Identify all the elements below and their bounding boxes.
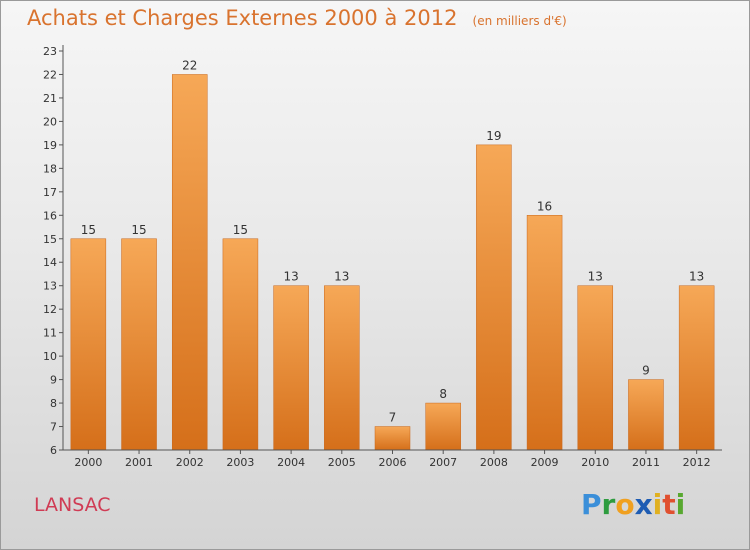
y-tick-label: 22 bbox=[43, 68, 57, 81]
commune-name: LANSAC bbox=[34, 494, 111, 516]
data-label: 9 bbox=[642, 364, 650, 378]
y-tick-label: 6 bbox=[50, 444, 57, 457]
bar bbox=[678, 285, 715, 451]
data-label: 16 bbox=[537, 199, 552, 213]
data-label: 15 bbox=[233, 223, 248, 237]
x-tick-label: 2006 bbox=[379, 456, 407, 469]
y-tick-label: 15 bbox=[43, 233, 57, 246]
y-tick-label: 10 bbox=[43, 350, 57, 363]
x-tick-label: 2011 bbox=[632, 456, 660, 469]
logo-letter: x bbox=[634, 488, 653, 521]
x-tick-label: 2000 bbox=[74, 456, 102, 469]
proxiti-logo: Proxiti bbox=[581, 488, 685, 521]
x-tick-label: 2010 bbox=[581, 456, 609, 469]
y-tick-label: 19 bbox=[43, 139, 57, 152]
bars: 15 15 22 15 13 13 7 8 19 16 13 9 13 bbox=[70, 58, 715, 451]
data-label: 13 bbox=[689, 270, 704, 284]
bar bbox=[70, 238, 107, 451]
y-tick-label: 23 bbox=[43, 45, 57, 58]
logo-letter: r bbox=[601, 488, 616, 521]
x-tick-label: 2008 bbox=[480, 456, 508, 469]
bar bbox=[425, 402, 461, 451]
data-label: 7 bbox=[389, 411, 397, 425]
y-tick-label: 13 bbox=[43, 280, 57, 293]
logo-letter: i bbox=[652, 488, 663, 521]
y-tick-label: 14 bbox=[43, 256, 57, 269]
bar bbox=[526, 215, 563, 451]
data-label: 15 bbox=[81, 223, 96, 237]
x-tick-label: 2007 bbox=[429, 456, 457, 469]
bar bbox=[222, 238, 259, 451]
y-tick-label: 12 bbox=[43, 303, 57, 316]
y-tick-label: 11 bbox=[43, 327, 57, 340]
x-tick-label: 2005 bbox=[328, 456, 356, 469]
y-tick-label: 20 bbox=[43, 115, 57, 128]
bar bbox=[324, 285, 360, 451]
bar bbox=[476, 144, 512, 451]
data-label: 8 bbox=[439, 387, 447, 401]
x-tick-label: 2004 bbox=[277, 456, 305, 469]
data-label: 19 bbox=[486, 129, 501, 143]
data-label: 13 bbox=[334, 270, 349, 284]
logo-letter: i bbox=[675, 488, 686, 521]
y-axis: 6 7 8 9 10 11 12 13 14 15 16 17 18 19 20 21 22 23 bbox=[43, 45, 64, 457]
x-tick-label: 2012 bbox=[683, 456, 711, 469]
y-tick-label: 17 bbox=[43, 186, 57, 199]
chart-title: Achats et Charges Externes 2000 à 2012 (… bbox=[27, 6, 567, 30]
data-label: 15 bbox=[131, 223, 146, 237]
bar bbox=[273, 285, 309, 451]
y-tick-label: 18 bbox=[43, 162, 57, 175]
y-tick-label: 16 bbox=[43, 209, 57, 222]
logo-letter: t bbox=[662, 488, 676, 521]
bar bbox=[121, 238, 157, 451]
logo-letter: P bbox=[581, 488, 602, 521]
y-tick-label: 7 bbox=[50, 421, 57, 434]
bar bbox=[171, 74, 208, 451]
chart-unit-note: (en milliers d'€) bbox=[472, 14, 567, 28]
bar bbox=[374, 426, 411, 451]
logo-letter: o bbox=[615, 488, 635, 521]
x-axis: 2000 2001 2002 2003 2004 2005 2006 2007 2008 2009… bbox=[63, 449, 722, 469]
x-tick-label: 2009 bbox=[531, 456, 559, 469]
x-tick-label: 2001 bbox=[125, 456, 153, 469]
bar bbox=[628, 379, 664, 451]
y-tick-label: 9 bbox=[50, 374, 57, 387]
x-tick-label: 2002 bbox=[176, 456, 204, 469]
x-tick-label: 2003 bbox=[226, 456, 254, 469]
data-label: 13 bbox=[283, 270, 298, 284]
y-tick-label: 8 bbox=[50, 397, 57, 410]
data-label: 22 bbox=[182, 58, 197, 72]
y-tick-label: 21 bbox=[43, 92, 57, 105]
bar bbox=[577, 285, 614, 451]
chart-title-main: Achats et Charges Externes 2000 à 2012 bbox=[27, 6, 458, 30]
data-label: 13 bbox=[588, 270, 603, 284]
